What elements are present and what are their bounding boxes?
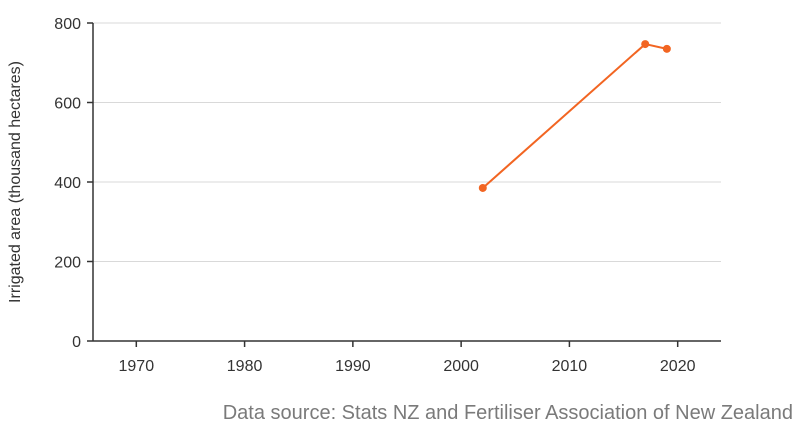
x-tick-label: 2020 [660, 358, 696, 375]
x-tick-labels: 1970 1980 1990 2000 2010 2020 [119, 341, 696, 375]
x-tick-label: 1970 [119, 358, 155, 375]
x-tick-label: 2010 [552, 358, 588, 375]
gridlines [93, 22, 721, 262]
series-line [482, 42, 668, 189]
y-tick-label: 800 [54, 16, 81, 33]
x-tick-label: 2000 [443, 358, 479, 375]
data-source-note: Data source: Stats NZ and Fertiliser Ass… [222, 402, 793, 424]
y-tick-label: 600 [54, 96, 81, 113]
y-tick-label: 200 [54, 255, 81, 272]
y-tick-label: 400 [54, 175, 81, 192]
x-tick-label: 1980 [227, 358, 263, 375]
series-group [478, 40, 671, 192]
data-point [641, 40, 650, 49]
y-tick-labels: 0 200 400 600 800 [54, 16, 93, 351]
x-tick-label: 1990 [335, 358, 371, 375]
y-axis-title: Irrigated area (thousand hectares) [7, 61, 24, 303]
data-point [662, 44, 671, 53]
data-point [478, 183, 487, 192]
y-tick-label: 0 [72, 334, 81, 351]
line-chart: 0 200 400 600 800 1970 1980 1990 2000 2010 2020 I… [7, 16, 721, 375]
